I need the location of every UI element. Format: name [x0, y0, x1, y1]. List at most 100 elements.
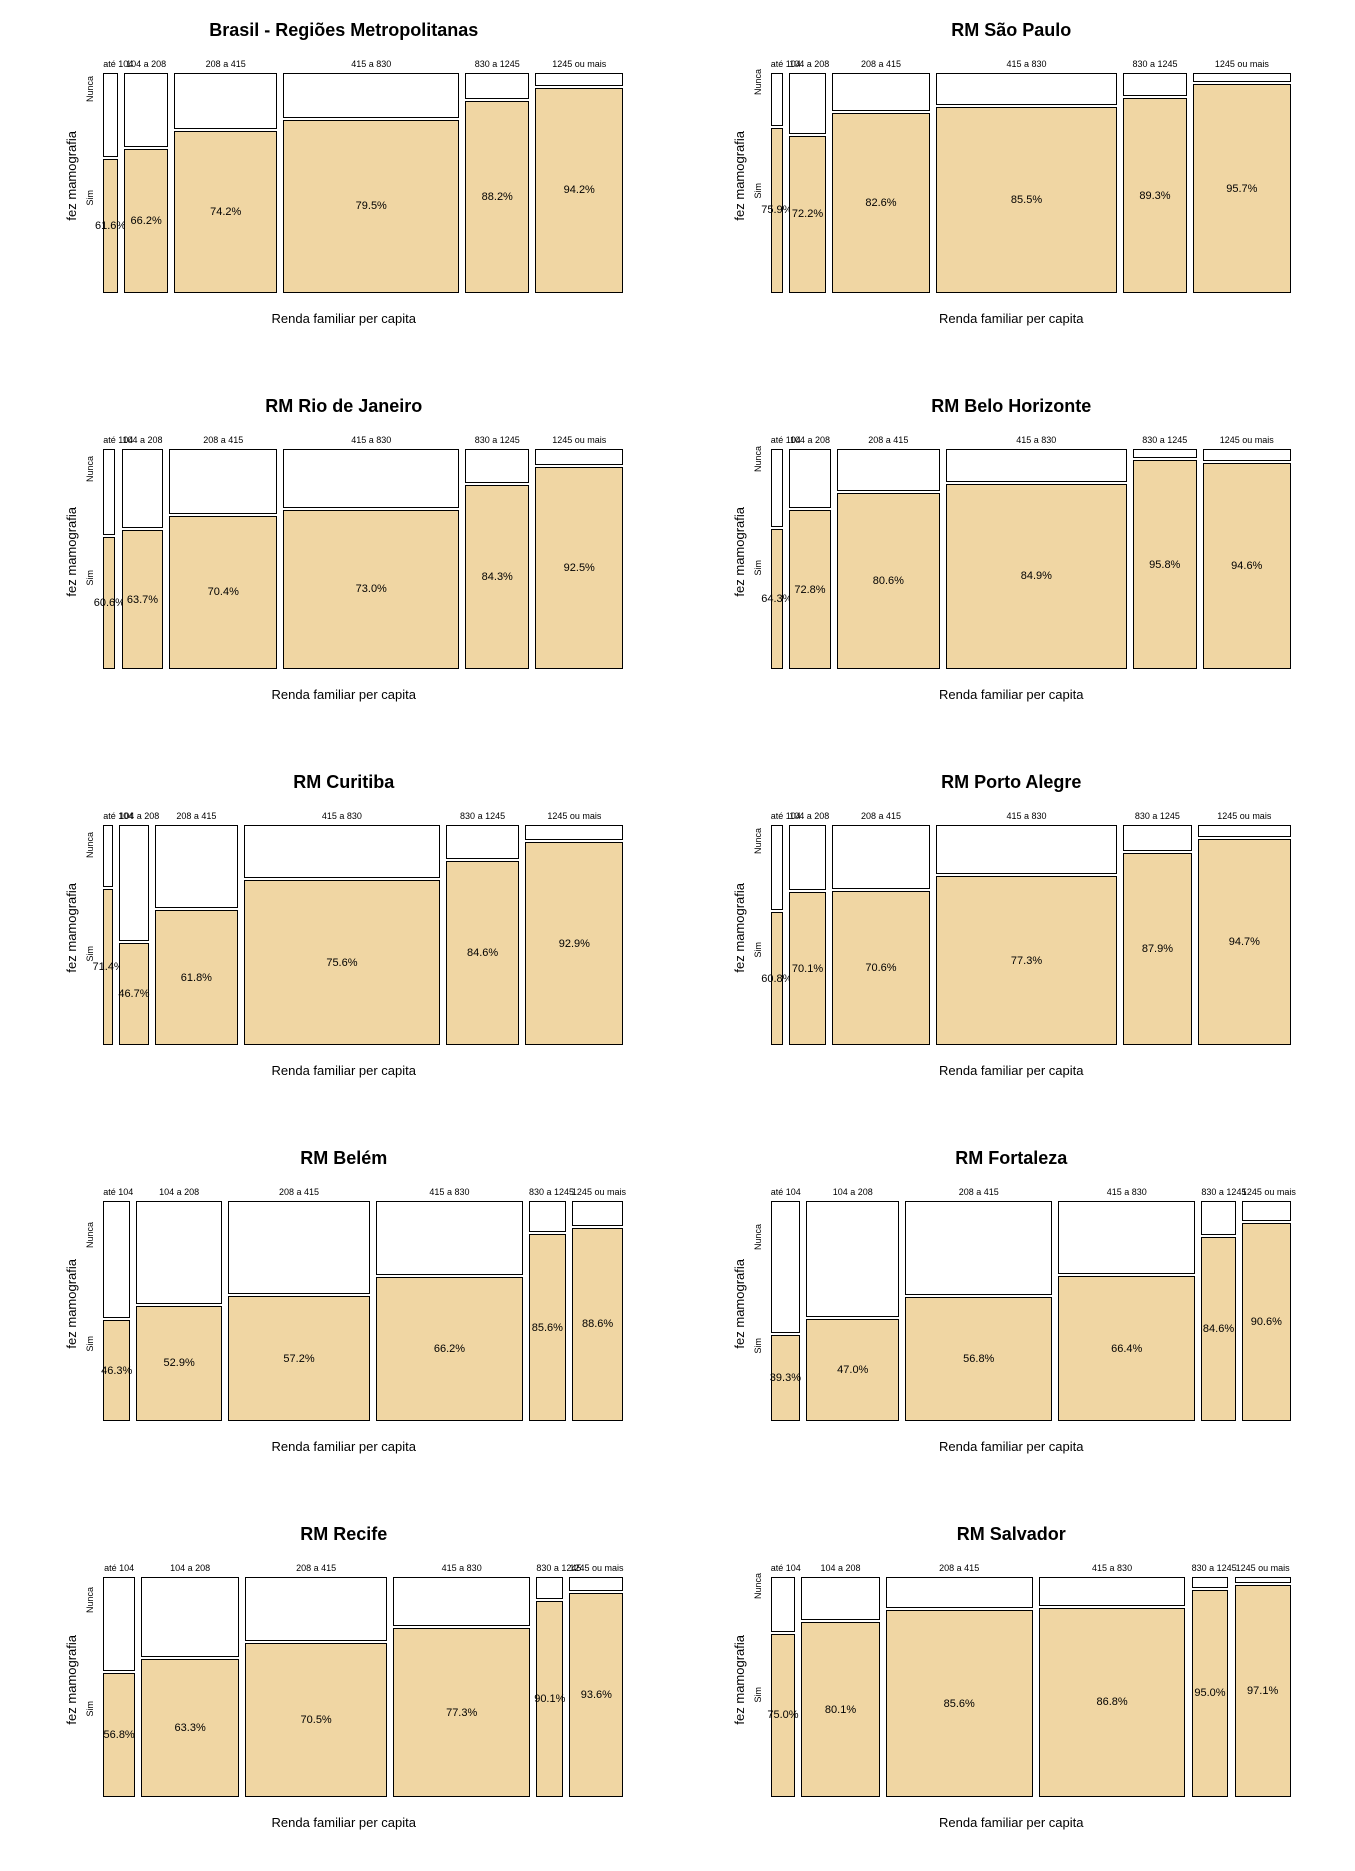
y-axis: fez mamografiaNuncaSim	[64, 1563, 103, 1797]
plot-column: até 104104 a 208208 a 415415 a 830830 a …	[771, 435, 1291, 669]
cell-value-label: 90.6%	[1251, 1316, 1282, 1328]
mosaic-cell-nunca	[771, 449, 783, 527]
y-axis-title: fez mamografia	[732, 507, 747, 597]
mosaic-cell-nunca	[119, 825, 148, 941]
mosaic-cell-nunca	[525, 825, 623, 840]
y-tick-nunca: Nunca	[753, 446, 763, 472]
mosaic-cell-nunca	[174, 73, 277, 129]
cell-value-label: 66.4%	[1111, 1343, 1142, 1355]
cell-value-label: 63.3%	[175, 1722, 206, 1734]
x-category-headers: até 104104 a 208208 a 415415 a 830830 a …	[771, 811, 1291, 825]
y-axis-title: fez mamografia	[64, 883, 79, 973]
x-category-headers: até 104104 a 208208 a 415415 a 830830 a …	[771, 59, 1291, 73]
mosaic-cell-nunca	[1039, 1577, 1186, 1606]
cell-value-label: 97.1%	[1247, 1685, 1278, 1697]
x-category-label: 208 a 415	[245, 1563, 387, 1573]
panel-grid: Brasil - Regiões Metropolitanasfez mamog…	[0, 20, 1355, 1830]
x-category-label: 415 a 830	[283, 435, 459, 445]
mosaic-panel: RM Recifefez mamografiaNuncaSimaté 10410…	[40, 1524, 648, 1830]
panel-title: RM Belém	[300, 1148, 387, 1169]
mosaic-cell-nunca	[465, 73, 529, 99]
x-category-label: 208 a 415	[837, 435, 940, 445]
mosaic-cell-nunca	[529, 1201, 566, 1232]
x-category-label: até 104	[103, 59, 118, 69]
chart-wrap: fez mamografiaNuncaSimaté 104104 a 20820…	[732, 59, 1291, 293]
y-tick-sim: Sim	[85, 1701, 95, 1717]
x-category-label: até 104	[771, 435, 783, 445]
mosaic-cell-nunca	[837, 449, 940, 491]
y-axis: fez mamografiaNuncaSim	[732, 59, 771, 293]
x-category-label: 415 a 830	[946, 435, 1127, 445]
mosaic-panel: RM Porto Alegrefez mamografiaNuncaSimaté…	[708, 772, 1316, 1078]
cell-value-label: 61.8%	[181, 972, 212, 984]
mosaic-cell-nunca	[771, 1201, 800, 1333]
mosaic-cell-nunca	[446, 825, 519, 859]
mosaic-cell-nunca	[103, 1577, 135, 1671]
y-tick-nunca: Nunca	[85, 76, 95, 102]
x-axis-title: Renda familiar per capita	[939, 1063, 1084, 1078]
y-axis-title: fez mamografia	[732, 883, 747, 973]
cell-value-label: 84.3%	[482, 571, 513, 583]
cell-value-label: 77.3%	[1011, 955, 1042, 967]
x-axis-title: Renda familiar per capita	[939, 311, 1084, 326]
panel-title: RM São Paulo	[951, 20, 1071, 41]
mosaic-cell-nunca	[771, 73, 783, 126]
mosaic-plot: 46.3%52.9%57.2%66.2%85.6%88.6%	[103, 1201, 623, 1421]
cell-value-label: 86.8%	[1096, 1696, 1127, 1708]
panel-title: RM Curitiba	[293, 772, 394, 793]
mosaic-cell-nunca	[1123, 825, 1191, 851]
mosaic-plot: 60.6%63.7%70.4%73.0%84.3%92.5%	[103, 449, 623, 669]
y-axis: fez mamografiaNuncaSim	[64, 59, 103, 293]
panel-title: RM Fortaleza	[955, 1148, 1067, 1169]
y-axis: fez mamografiaNuncaSim	[64, 435, 103, 669]
mosaic-cell-nunca	[905, 1201, 1052, 1295]
x-category-label: 830 a 1245	[1192, 1563, 1229, 1573]
mosaic-panel: RM São Paulo fez mamografiaNuncaSimaté 10…	[708, 20, 1316, 326]
mosaic-cell-nunca	[141, 1577, 239, 1657]
mosaic-cell-nunca	[1193, 73, 1291, 82]
cell-value-label: 57.2%	[283, 1353, 314, 1365]
y-axis-title: fez mamografia	[732, 1635, 747, 1725]
mosaic-cell-nunca	[946, 449, 1127, 482]
mosaic-cell-nunca	[886, 1577, 1033, 1608]
x-category-label: 415 a 830	[936, 811, 1117, 821]
mosaic-cell-nunca	[771, 825, 783, 910]
x-category-label: até 104	[103, 811, 113, 821]
cell-value-label: 85.5%	[1011, 194, 1042, 206]
y-axis: fez mamografiaNuncaSim	[64, 1187, 103, 1421]
mosaic-cell-nunca	[465, 449, 529, 483]
cell-value-label: 39.3%	[770, 1372, 801, 1384]
x-category-headers: até 104104 a 208208 a 415415 a 830830 a …	[771, 1187, 1291, 1201]
x-category-label: 208 a 415	[174, 59, 277, 69]
y-axis-ticks: NuncaSim	[85, 818, 103, 1038]
x-category-label: 830 a 1245	[529, 1187, 566, 1197]
mosaic-panel: RM Belo Horizontefez mamografiaNuncaSima…	[708, 396, 1316, 702]
page: Brasil - Regiões Metropolitanasfez mamog…	[0, 0, 1355, 1870]
mosaic-panel: RM Rio de Janeirofez mamografiaNuncaSima…	[40, 396, 648, 702]
cell-value-label: 88.2%	[482, 191, 513, 203]
mosaic-panel: RM Belémfez mamografiaNuncaSimaté 104104…	[40, 1148, 648, 1454]
y-axis-ticks: NuncaSim	[753, 1194, 771, 1414]
mosaic-cell-nunca	[806, 1201, 899, 1317]
x-category-label: 208 a 415	[228, 1187, 370, 1197]
x-axis-title: Renda familiar per capita	[939, 1439, 1084, 1454]
x-category-label: 104 a 208	[122, 435, 164, 445]
y-tick-sim: Sim	[85, 190, 95, 206]
mosaic-cell-nunca	[801, 1577, 879, 1620]
cell-value-label: 93.6%	[581, 1689, 612, 1701]
y-tick-sim: Sim	[753, 560, 763, 576]
x-category-label: 830 a 1245	[1123, 811, 1191, 821]
mosaic-cell-nunca	[535, 73, 623, 86]
mosaic-cell-nunca	[1198, 825, 1291, 837]
x-category-label: 830 a 1245	[1123, 59, 1187, 69]
mosaic-cell-nunca	[1201, 1201, 1235, 1235]
cell-value-label: 84.6%	[1203, 1323, 1234, 1335]
x-axis-title: Renda familiar per capita	[271, 1063, 416, 1078]
mosaic-panel: RM Salvadorfez mamografiaNuncaSimaté 104…	[708, 1524, 1316, 1830]
x-category-label: 104 a 208	[789, 59, 826, 69]
x-category-label: 1245 ou mais	[1198, 811, 1291, 821]
x-category-label: até 104	[771, 811, 783, 821]
cell-value-label: 94.7%	[1229, 936, 1260, 948]
chart-wrap: fez mamografiaNuncaSimaté 104104 a 20820…	[732, 1187, 1291, 1421]
cell-value-label: 61.6%	[95, 220, 126, 232]
